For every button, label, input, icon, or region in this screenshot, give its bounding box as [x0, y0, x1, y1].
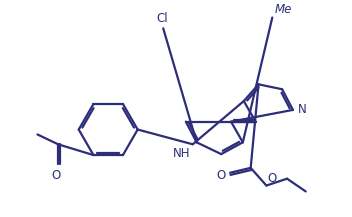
- Text: N: N: [298, 103, 307, 116]
- Text: Cl: Cl: [156, 12, 168, 25]
- Text: O: O: [51, 169, 61, 182]
- Text: O: O: [216, 169, 225, 182]
- Text: O: O: [268, 172, 277, 185]
- Text: Me: Me: [274, 3, 292, 16]
- Text: NH: NH: [173, 147, 191, 160]
